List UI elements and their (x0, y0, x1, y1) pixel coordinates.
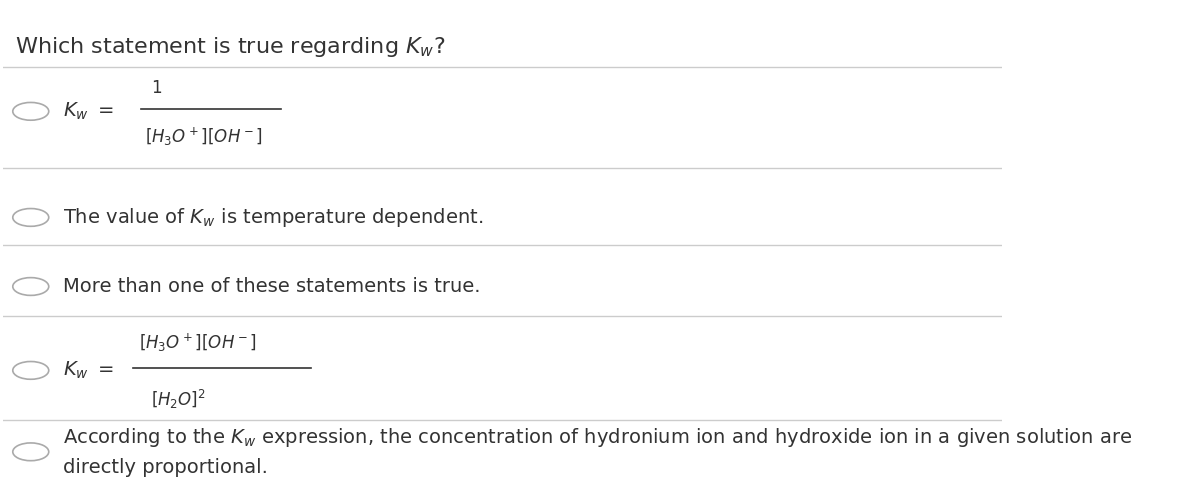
Text: $[H_2O]^2$: $[H_2O]^2$ (151, 387, 205, 411)
Text: $K_w$ $=$: $K_w$ $=$ (62, 101, 114, 122)
Text: $[H_3O^+][OH^-]$: $[H_3O^+][OH^-]$ (145, 126, 263, 148)
Text: $K_w$ $=$: $K_w$ $=$ (62, 360, 114, 381)
Text: The value of $K_w$ is temperature dependent.: The value of $K_w$ is temperature depend… (62, 206, 482, 229)
Text: Which statement is true regarding $K_w$?: Which statement is true regarding $K_w$? (14, 35, 445, 59)
Text: According to the $K_w$ expression, the concentration of hydronium ion and hydrox: According to the $K_w$ expression, the c… (62, 426, 1132, 478)
Text: More than one of these statements is true.: More than one of these statements is tru… (62, 277, 480, 296)
Text: $1$: $1$ (151, 79, 162, 97)
Text: $[H_3O^+][OH^-]$: $[H_3O^+][OH^-]$ (139, 332, 257, 354)
